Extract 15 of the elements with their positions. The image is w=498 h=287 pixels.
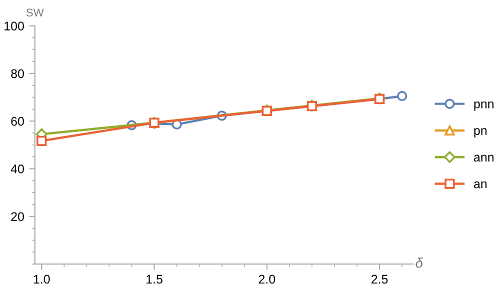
y-tick-label: 100 (4, 22, 24, 30)
x-axis-title: δ (416, 258, 424, 268)
y-tick-label: 80 (11, 69, 24, 78)
x-tick-label: 2.0 (258, 274, 276, 284)
legend-label: pn (474, 128, 487, 138)
y-tick-label: 40 (10, 164, 24, 174)
y-tick-label: 20 (11, 212, 24, 222)
x-tick-label: 2.5 (371, 274, 388, 284)
legend-label: ann (474, 154, 494, 162)
x-tick-label: 1.5 (146, 274, 162, 284)
legend-label: pnn (474, 101, 494, 111)
legend-label: an (474, 181, 487, 188)
y-axis-title: SW (26, 8, 44, 16)
x-tick-label: 1.0 (34, 274, 50, 284)
y-tick-label: 60 (11, 116, 24, 126)
